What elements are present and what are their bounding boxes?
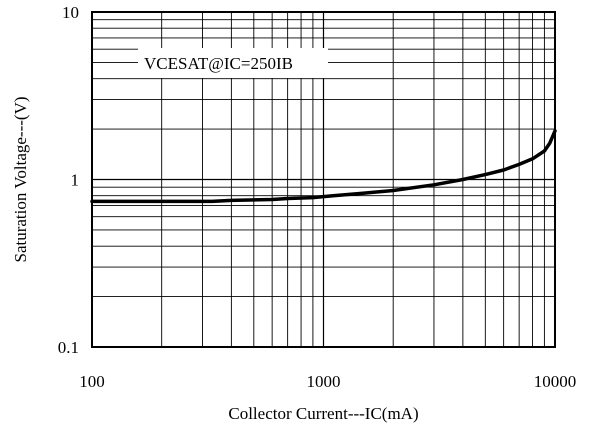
x-tick-label: 100	[79, 372, 105, 391]
y-tick-label: 10	[62, 3, 79, 22]
y-tick-label: 1	[71, 171, 80, 190]
annotation-label: VCESAT@IC=250IB	[144, 54, 293, 73]
plot-frame	[91, 11, 556, 348]
x-tick-labels: 100 1000 10000	[79, 372, 576, 391]
series-line-0	[90, 129, 557, 204]
x-axis-title: Collector Current---IC(mA)	[228, 404, 418, 423]
y-axis-title: Saturation Voltage---(V)	[11, 96, 30, 262]
y-tick-labels: 10 1 0.1	[58, 3, 79, 357]
y-tick-label: 0.1	[58, 338, 79, 357]
x-tick-label: 1000	[307, 372, 341, 391]
annotation-box	[138, 48, 328, 78]
x-tick-label: 10000	[534, 372, 577, 391]
